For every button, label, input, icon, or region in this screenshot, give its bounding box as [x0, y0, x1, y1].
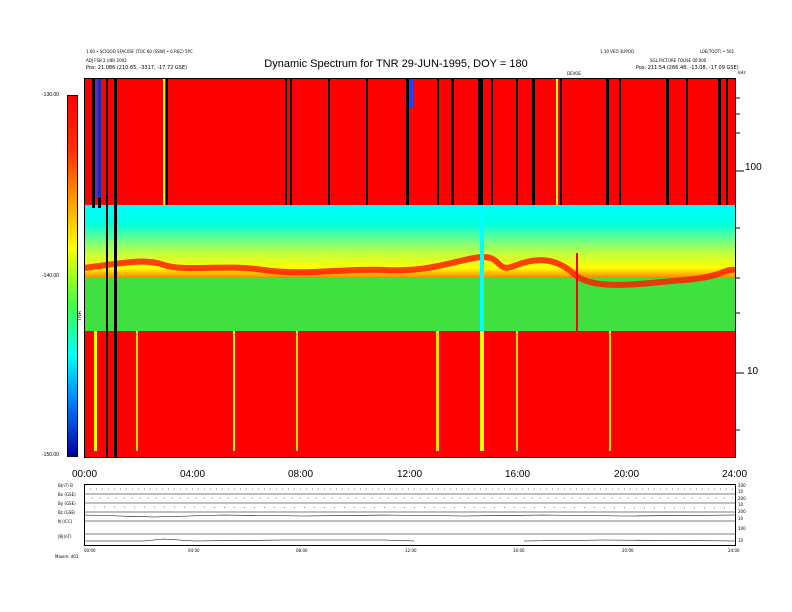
- chart-title: Dynamic Spectrum for TNR 29-JUN-1995, DO…: [264, 58, 528, 70]
- panel-right-tick-3: 200: [738, 496, 746, 501]
- freq-unit: kHz: [738, 70, 746, 75]
- header-left-line2: ADJ FSB 2 (dB) 2002: [86, 58, 127, 63]
- band-peak-line: [84, 253, 736, 288]
- panel-right-tick-7: 100: [738, 526, 746, 531]
- spectrogram: [84, 78, 736, 458]
- time-tick-1200: 12:00: [397, 469, 423, 480]
- data-gaps: [92, 78, 728, 458]
- header-left-position: Pos: 21.086 (210.65, -3317, -17.72 GSE): [86, 65, 188, 71]
- panel-right-tick-5: 200: [738, 509, 746, 514]
- freq-axis: [736, 97, 744, 431]
- center-marker: DEVOE: [567, 71, 581, 76]
- time-tick-0800: 08:00: [288, 469, 314, 480]
- panel-time-2400: 24:00: [728, 548, 740, 553]
- panel-right-tick-2: 10: [738, 489, 744, 494]
- panel-right-tick-1: 200: [738, 483, 746, 488]
- panel-time-2000: 20:00: [622, 548, 634, 553]
- freq-tick-10: 10: [747, 366, 759, 377]
- panel-time-0400: 04:00: [188, 548, 200, 553]
- time-tick-2400: 24:00: [722, 469, 748, 480]
- panel-label-bx: Bx (GSE): [58, 492, 76, 497]
- panel-time-0800: 08:00: [296, 548, 308, 553]
- panel-right-tick-6: 10: [738, 516, 744, 521]
- panel-label-n: N (/CC): [58, 519, 73, 524]
- panel-label-b: B(nT) B: [58, 483, 73, 488]
- header-right-line1: 1.10 VEO 3UPOO: [600, 49, 635, 54]
- freq-tick-100: 100: [745, 162, 762, 173]
- header-right-position: Pos: 211.54 (266.48, -13.08, -17.09 GSE): [636, 65, 739, 71]
- lower-gap-stripes: [94, 331, 611, 451]
- panel-right-tick-8: 10: [738, 538, 744, 543]
- summary-panels: [84, 484, 736, 546]
- colorbar: [67, 95, 78, 457]
- header-left-line1: 1.00 • SCIQOO SFAC0SF (TOC 60 (SSW) • 6 …: [86, 49, 193, 54]
- panel-time-1200: 12:00: [405, 548, 417, 553]
- header-right-line2: L0E(TOOT) • 501: [700, 49, 735, 54]
- panel-right-tick-4: 10: [738, 502, 744, 507]
- panel-time-0000: 00:00: [84, 548, 96, 553]
- time-tick-1600: 16:00: [505, 469, 531, 480]
- time-tick-2000: 20:00: [614, 469, 640, 480]
- colorbar-tick-top: -130.00: [42, 92, 59, 98]
- time-tick-0400: 04:00: [180, 469, 206, 480]
- colorbar-tick-bottom: -150.00: [42, 452, 59, 458]
- panel-label-bmag: |B|(nT): [58, 534, 72, 539]
- header-right-line3: SGL.PICTURE TOUSE 00.000: [650, 58, 707, 63]
- panel-footer: Maxim. d01: [55, 554, 79, 559]
- panel-label-bz: Bz (GSE): [58, 510, 76, 515]
- time-tick-0000: 00:00: [72, 469, 98, 480]
- panel-time-1600: 16:00: [513, 548, 525, 553]
- colorbar-label: TNR: [77, 310, 83, 321]
- colorbar-tick-mid: -140.00: [42, 273, 59, 279]
- panel-label-by: By (GSE): [58, 501, 76, 506]
